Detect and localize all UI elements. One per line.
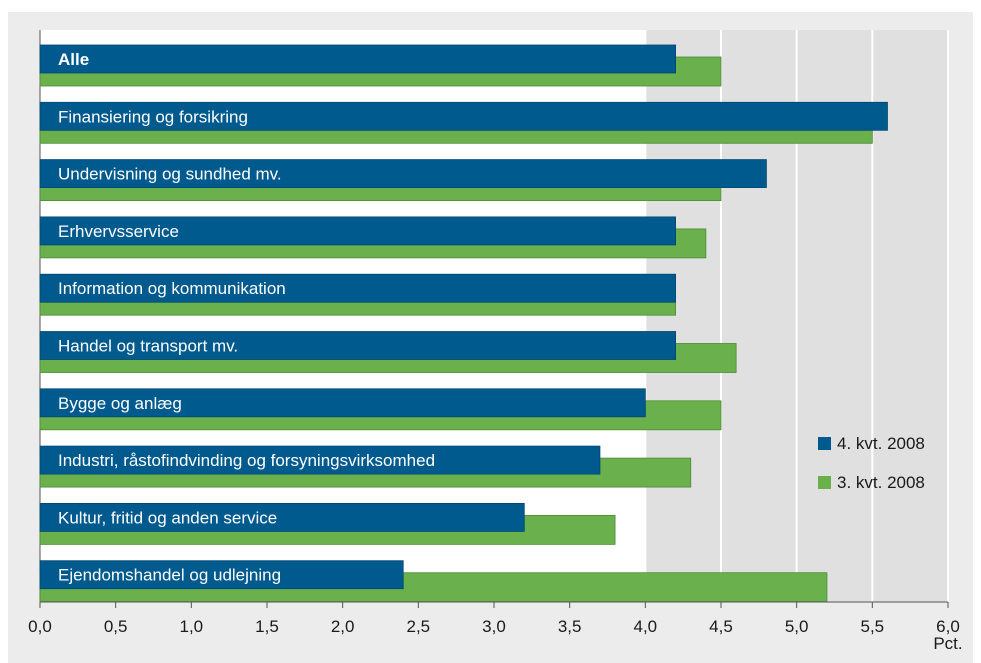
x-tick-label: 1,5 bbox=[255, 617, 279, 636]
x-tick-label: 0,0 bbox=[28, 617, 52, 636]
x-tick-label: 2,0 bbox=[331, 617, 355, 636]
x-tick-label: 3,5 bbox=[558, 617, 582, 636]
x-tick-label: 0,5 bbox=[104, 617, 128, 636]
category-label: Handel og transport mv. bbox=[58, 337, 238, 356]
category-label: Finansiering og forsikring bbox=[58, 107, 248, 126]
bar-0-4kvt bbox=[40, 45, 676, 73]
x-tick-label: 1,0 bbox=[180, 617, 204, 636]
legend-swatch bbox=[818, 476, 831, 489]
x-tick-label: 4,0 bbox=[634, 617, 658, 636]
category-label: Bygge og anlæg bbox=[58, 394, 182, 413]
x-axis: 0,0 0,5 1,0 1,5 2,0 2,5 3,0 3,5 4,0 4,5 5,0 5,5 6,0P… bbox=[28, 602, 962, 653]
x-tick-label: 5,0 bbox=[785, 617, 809, 636]
category-label: Undervisning og sundhed mv. bbox=[58, 165, 282, 184]
category-label: Information og kommunikation bbox=[58, 279, 286, 298]
x-tick-label: 4,5 bbox=[709, 617, 733, 636]
bar-chart: Alle Finansiering og forsikring Undervisni… bbox=[8, 12, 973, 663]
x-axis-unit: Pct. bbox=[933, 634, 962, 653]
legend-swatch bbox=[818, 437, 831, 450]
x-tick-label: 3,0 bbox=[482, 617, 506, 636]
category-label: Kultur, fritid og anden service bbox=[58, 508, 277, 527]
x-tick-label: 5,5 bbox=[861, 617, 885, 636]
category-label: Erhvervsservice bbox=[58, 222, 179, 241]
category-label: Industri, råstofindvinding og forsynings… bbox=[58, 451, 435, 470]
legend-label: 3. kvt. 2008 bbox=[837, 473, 925, 492]
category-label: Ejendomshandel og udlejning bbox=[58, 566, 281, 585]
chart-frame: Alle Finansiering og forsikring Undervisni… bbox=[8, 12, 973, 663]
x-tick-label: 2,5 bbox=[407, 617, 431, 636]
legend-label: 4. kvt. 2008 bbox=[837, 434, 925, 453]
category-label: Alle bbox=[58, 50, 89, 69]
